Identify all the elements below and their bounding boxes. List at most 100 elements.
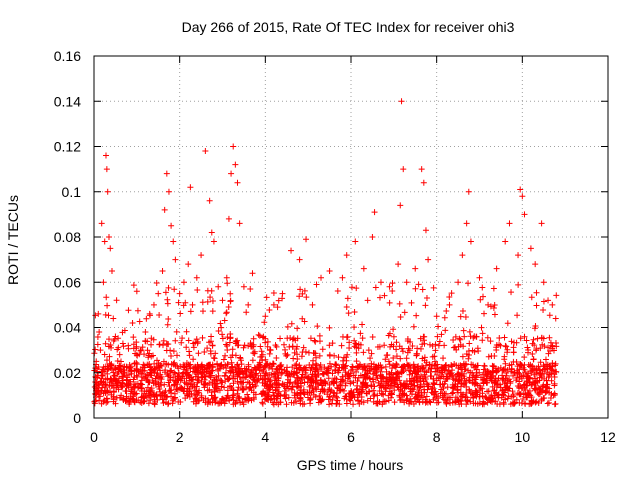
data-point <box>325 375 332 382</box>
data-point <box>247 286 254 293</box>
data-point <box>158 363 165 370</box>
data-point <box>335 354 342 361</box>
data-point <box>108 361 115 368</box>
data-point <box>144 338 151 345</box>
data-point <box>219 395 226 402</box>
data-point <box>136 351 143 358</box>
data-point <box>153 373 160 380</box>
y-tick-label: 0.02 <box>54 365 81 381</box>
data-point <box>540 383 547 390</box>
data-point <box>508 338 515 345</box>
data-point <box>235 395 242 402</box>
data-point <box>145 400 152 407</box>
data-point <box>529 363 536 370</box>
data-point <box>359 321 366 328</box>
data-point <box>227 354 234 361</box>
data-point <box>276 382 283 389</box>
data-point <box>342 380 349 387</box>
data-point <box>549 363 556 370</box>
data-point <box>208 229 215 236</box>
data-point <box>262 313 269 320</box>
data-point <box>485 368 492 375</box>
data-point <box>172 394 179 401</box>
data-point <box>551 390 558 397</box>
data-point <box>127 395 134 402</box>
data-point <box>474 400 481 407</box>
data-point <box>227 383 234 390</box>
data-point <box>543 389 550 396</box>
data-point <box>267 347 274 354</box>
data-point <box>341 354 348 361</box>
data-point <box>240 401 247 408</box>
data-point <box>185 381 192 388</box>
data-point <box>401 399 408 406</box>
data-point <box>121 327 128 334</box>
data-point <box>353 344 360 351</box>
data-point <box>368 360 375 367</box>
data-point <box>215 400 222 407</box>
data-point <box>333 361 339 368</box>
data-point <box>167 367 174 374</box>
data-point <box>318 366 325 373</box>
data-point <box>146 363 153 370</box>
data-point <box>316 352 323 359</box>
data-point <box>327 388 334 395</box>
data-point <box>314 323 321 330</box>
data-point <box>367 395 374 402</box>
data-point <box>96 397 103 404</box>
data-point <box>429 385 436 392</box>
data-point <box>362 375 369 382</box>
data-point <box>170 238 177 245</box>
data-point <box>347 397 354 404</box>
data-point <box>225 304 232 311</box>
data-point <box>410 361 417 368</box>
data-point <box>529 378 536 385</box>
y-axis-label: ROTI / TECUs <box>5 195 21 285</box>
data-point <box>312 338 319 345</box>
data-point <box>414 383 421 390</box>
data-point <box>514 363 521 370</box>
data-point <box>488 352 495 359</box>
data-point <box>106 353 113 360</box>
data-point <box>546 312 553 319</box>
data-point <box>232 400 239 407</box>
data-point <box>343 334 350 341</box>
data-point <box>298 353 305 360</box>
data-point <box>429 342 436 349</box>
data-point <box>111 336 118 343</box>
data-point <box>551 401 558 408</box>
data-point <box>461 333 468 340</box>
data-point <box>401 391 408 398</box>
y-tick-label: 0.1 <box>62 184 82 200</box>
data-point <box>350 372 357 379</box>
data-point <box>249 270 256 277</box>
data-point <box>465 355 472 362</box>
data-point <box>419 363 426 370</box>
data-point <box>510 349 517 356</box>
data-point <box>168 353 175 360</box>
data-point <box>349 393 356 400</box>
data-point <box>522 400 529 407</box>
data-point <box>263 294 270 301</box>
data-point <box>234 179 241 186</box>
data-point <box>496 341 503 348</box>
data-point <box>504 320 511 327</box>
data-point <box>397 313 404 320</box>
data-point <box>351 308 358 315</box>
data-point <box>227 297 234 304</box>
data-point <box>333 401 340 408</box>
data-point <box>400 166 407 173</box>
data-point <box>434 361 441 368</box>
data-point <box>475 347 482 354</box>
data-point <box>102 381 109 388</box>
data-point <box>119 383 126 390</box>
data-point <box>317 388 324 395</box>
data-point <box>432 368 439 375</box>
data-point <box>502 396 509 403</box>
y-tick-label: 0.04 <box>54 320 81 336</box>
y-tick-label: 0 <box>73 410 81 426</box>
data-point <box>101 351 108 358</box>
data-point <box>479 393 486 400</box>
data-point <box>517 186 524 193</box>
data-point <box>491 363 498 370</box>
